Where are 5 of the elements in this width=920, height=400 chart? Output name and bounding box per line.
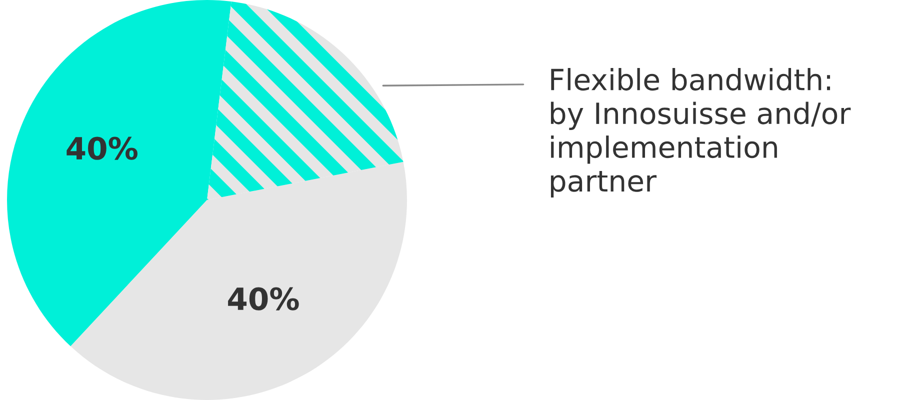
slice-label: Flexible bandwidth: by Innosuisse and/or implementation partner (550, 68, 851, 198)
pie-slice (207, 1, 404, 200)
pie-slice (70, 162, 407, 400)
data-label: 40% (66, 136, 138, 160)
data-label: 40% (228, 287, 299, 310)
